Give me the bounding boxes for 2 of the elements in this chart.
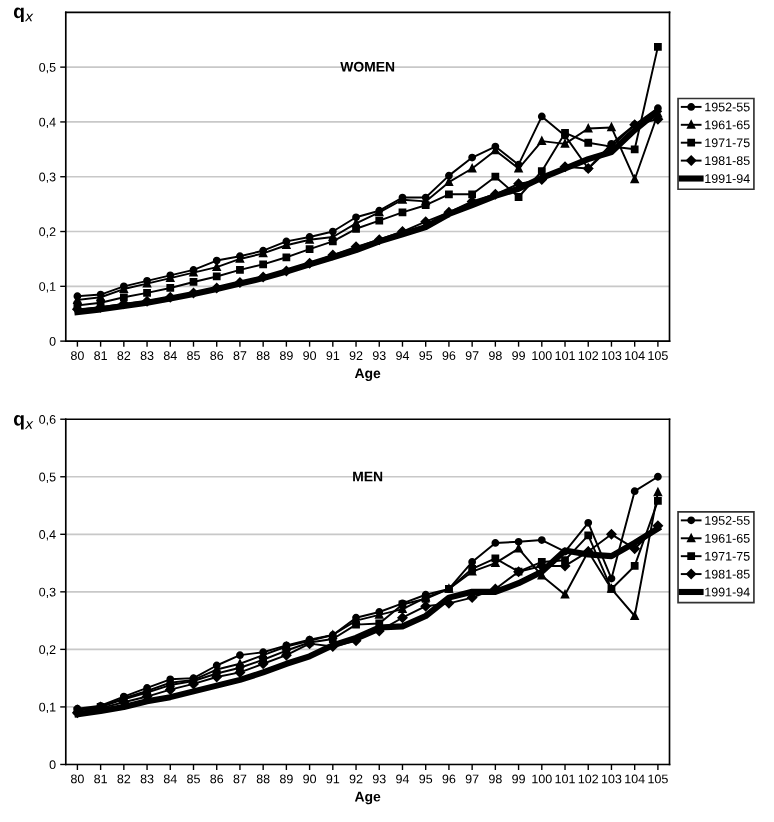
y-axis-title: q$_{x}$ [13,414,34,430]
y-axis-title: q$_{x}$ [13,7,34,23]
